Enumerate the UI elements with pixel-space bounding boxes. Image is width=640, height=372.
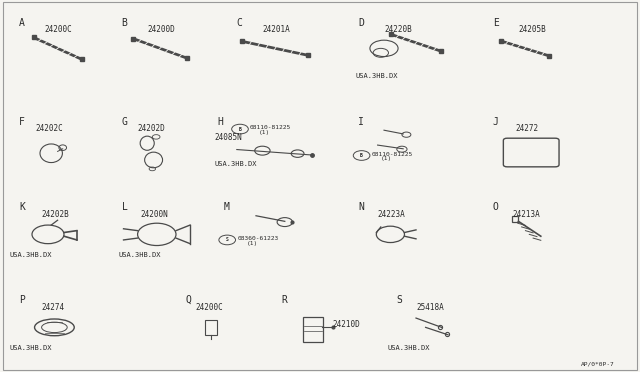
Text: 24202C: 24202C: [35, 124, 63, 133]
Text: USA.3HB.DX: USA.3HB.DX: [118, 252, 161, 258]
Text: J: J: [493, 116, 499, 126]
Text: 24274: 24274: [42, 302, 65, 311]
Text: (1): (1): [381, 156, 392, 161]
Text: L: L: [122, 202, 127, 212]
Text: USA.3HB.DX: USA.3HB.DX: [387, 345, 429, 351]
Text: H: H: [218, 116, 223, 126]
Text: C: C: [237, 18, 243, 28]
Text: 24085N: 24085N: [214, 132, 242, 141]
Text: AP/0*0P·7: AP/0*0P·7: [580, 361, 614, 366]
Text: B: B: [122, 18, 127, 28]
Text: 24200D: 24200D: [147, 25, 175, 33]
Text: USA.3HB.DX: USA.3HB.DX: [355, 73, 397, 79]
Text: D: D: [358, 18, 364, 28]
Text: M: M: [224, 202, 230, 212]
Text: I: I: [358, 116, 364, 126]
Text: O: O: [493, 202, 499, 212]
Text: 24210D: 24210D: [333, 320, 360, 328]
Text: F: F: [19, 116, 25, 126]
Text: 08110-81225: 08110-81225: [250, 125, 291, 131]
Text: N: N: [358, 202, 364, 212]
Text: USA.3HB.DX: USA.3HB.DX: [10, 345, 52, 351]
Text: (1): (1): [247, 241, 259, 246]
Text: A: A: [19, 18, 25, 28]
Text: 24202D: 24202D: [138, 124, 165, 133]
Text: E: E: [493, 18, 499, 28]
Text: R: R: [282, 295, 287, 305]
Text: 08110-81225: 08110-81225: [371, 152, 412, 157]
Text: 24223A: 24223A: [378, 209, 405, 218]
Text: S: S: [226, 237, 228, 243]
Text: 24200C: 24200C: [195, 302, 223, 311]
Text: 24202B: 24202B: [42, 209, 69, 218]
Text: G: G: [122, 116, 127, 126]
Text: USA.3HB.DX: USA.3HB.DX: [10, 252, 52, 258]
Text: S: S: [397, 295, 403, 305]
Text: USA.3HB.DX: USA.3HB.DX: [214, 161, 257, 167]
Text: B: B: [239, 126, 241, 132]
Text: 24200N: 24200N: [141, 209, 168, 218]
Text: 24213A: 24213A: [512, 209, 540, 218]
Text: 24220B: 24220B: [384, 25, 412, 33]
Text: K: K: [19, 202, 25, 212]
Text: Q: Q: [186, 295, 191, 305]
Text: 24272: 24272: [515, 124, 538, 133]
Text: 25418A: 25418A: [416, 302, 444, 311]
Text: P: P: [19, 295, 25, 305]
Text: 24200C: 24200C: [45, 25, 72, 33]
Text: B: B: [360, 153, 363, 158]
Text: 08360-61223: 08360-61223: [237, 236, 278, 241]
Text: 24201A: 24201A: [262, 25, 290, 33]
Text: 24205B: 24205B: [518, 25, 546, 33]
Text: (1): (1): [259, 130, 271, 135]
